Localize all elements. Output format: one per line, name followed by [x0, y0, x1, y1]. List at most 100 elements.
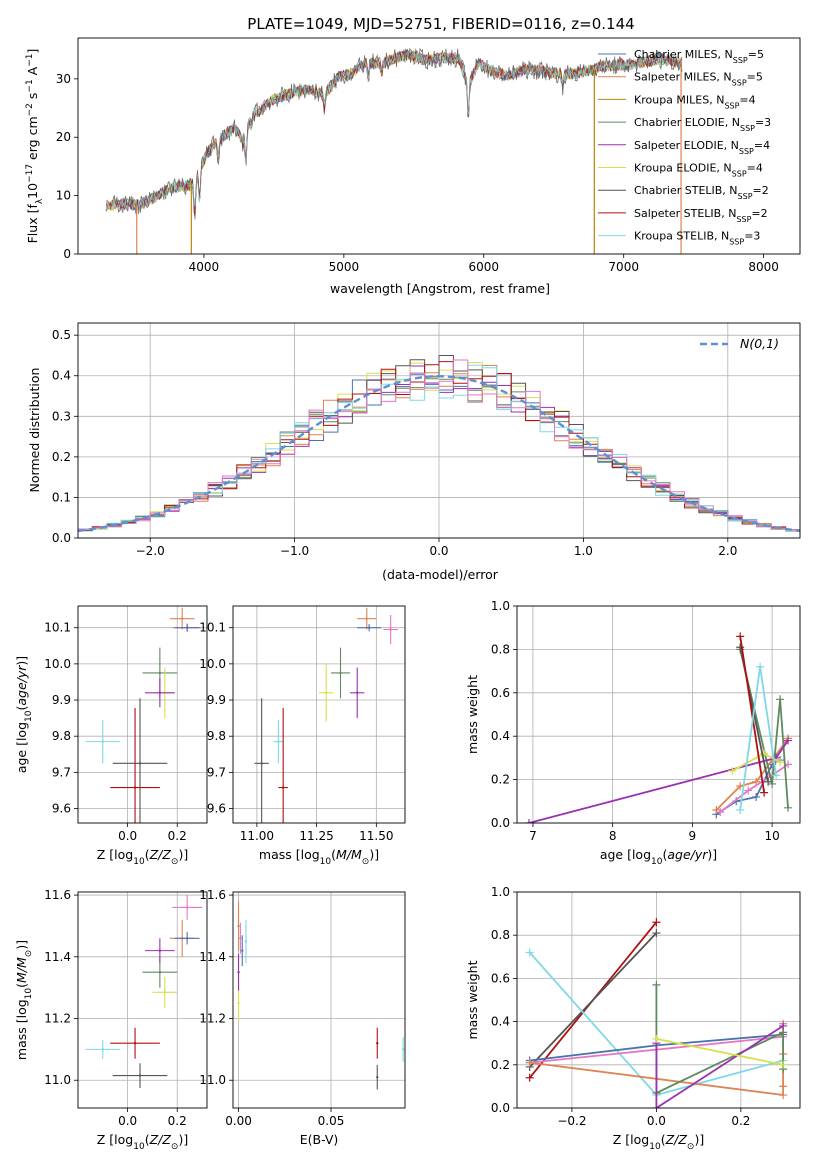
legend-name: Salpeter STELIB, N	[634, 207, 736, 220]
legend-sub: SSP	[733, 56, 748, 65]
y-tick-label: 9.6	[207, 802, 226, 816]
data-point	[133, 786, 137, 789]
data-point	[376, 1042, 379, 1045]
y-tick-label: 9.9	[207, 693, 226, 707]
label-part: ⊙	[171, 857, 179, 867]
y-tick-label: 0.2	[491, 773, 510, 787]
label-part: ⊙	[24, 950, 34, 958]
mass-weight-marker	[776, 695, 785, 704]
x-axis-label: wavelength [Angstrom, rest frame]	[330, 281, 550, 296]
panel-p2: −2.0 −1.0 0.0 1.0 2.0 0.0 0.1 0.2 0.3 0.4 0.5 N(0,1…	[27, 322, 801, 582]
legend-label: Kroupa MILES, NSSP=4	[634, 93, 756, 110]
y-tick-label: 0.4	[52, 369, 71, 383]
data-point	[241, 949, 244, 952]
data-point	[158, 949, 162, 952]
label-part: −2	[25, 103, 35, 116]
x-tick-label: 0.2	[168, 1114, 187, 1128]
y-axis-label: mass weight	[465, 675, 480, 754]
data-point	[389, 628, 392, 631]
legend-name: Salpeter ELODIE, N	[634, 139, 739, 152]
legend-value: =4	[754, 139, 770, 152]
axes-frame	[232, 605, 406, 824]
label-part: Z/Z	[149, 1132, 172, 1147]
y-tick-label: 10.1	[199, 621, 226, 635]
panel-p8: −0.2 0.0 0.2 0.0 0.2 0.4 0.6 0.8 1.0 Z [log10(Z/Z…	[465, 885, 801, 1152]
panel-p7: 0.00 0.05 11.0 11.2 11.4 11.6 E(B-V)	[199, 888, 406, 1147]
label-part: age/yr	[14, 665, 29, 706]
histogram-8	[78, 359, 800, 533]
x-tick-label: 0.0	[429, 544, 448, 558]
label-part: )]	[14, 656, 29, 666]
data-point	[180, 617, 184, 620]
label-part: )]	[14, 940, 29, 950]
data-point	[365, 617, 368, 620]
data-point	[237, 1001, 240, 1005]
y-tick-label: 10	[56, 189, 71, 203]
mass-weight-marker	[776, 758, 785, 767]
y-tick-label: 9.7	[207, 765, 226, 779]
data-point	[237, 924, 240, 928]
legend-label: Chabrier MILES, NSSP=5	[634, 48, 764, 65]
mass-weight-marker	[652, 980, 661, 989]
label-part: ⊙	[362, 857, 370, 867]
label-part: Z [log	[97, 847, 133, 862]
axes-frame	[77, 37, 801, 255]
plot-area-p5	[524, 632, 793, 823]
mass-weight-line-3	[739, 649, 789, 808]
x-tick-label: 11.25	[299, 829, 333, 843]
plot-area-p3	[85, 607, 203, 823]
x-axis-label: (data-model)/error	[382, 567, 499, 582]
legend-normal-label: N(0,1)	[740, 336, 779, 351]
y-tick-label: 10.0	[44, 657, 71, 671]
label-part: ⊙	[171, 1142, 179, 1152]
y-tick-label: 11.0	[199, 1073, 226, 1087]
axes-frame	[516, 891, 801, 1109]
y-tick-label: 10.1	[44, 621, 71, 635]
x-tick-label: 4000	[189, 260, 220, 274]
data-point	[163, 991, 167, 994]
x-tick-label: 5000	[329, 260, 360, 274]
x-axis-label: Z [log10(Z/Z⊙)]	[613, 1132, 704, 1152]
y-tick-label: 0.2	[52, 450, 71, 464]
panel-p1: 4000 5000 6000 7000 8000 0 10 20 30 Chabrier MILE…	[25, 37, 801, 296]
label-part: Flux [f	[25, 204, 40, 244]
x-tick-label: −2.0	[136, 544, 165, 558]
y-tick-label: 11.4	[199, 950, 226, 964]
normal-curve	[78, 374, 800, 533]
mass-weight-marker	[525, 1073, 534, 1082]
y-tick-label: 9.9	[52, 693, 71, 707]
y-tick-label: 0.4	[491, 729, 510, 743]
x-tick-label: 0.05	[318, 1114, 345, 1128]
y-axis-label: Flux [fλ10−17 erg cm−2 s−1 A−1]	[25, 49, 45, 244]
legend-label: Salpeter STELIB, NSSP=2	[634, 207, 768, 224]
label-part: A	[25, 66, 40, 79]
mass-weight-marker	[525, 948, 534, 957]
x-tick-label: −0.2	[557, 1114, 586, 1128]
label-part: 10	[133, 1142, 145, 1152]
label-part: )]	[694, 1132, 704, 1147]
y-tick-label: 11.4	[44, 950, 71, 964]
y-tick-label: 1.0	[491, 885, 510, 899]
mass-weight-marker	[784, 736, 793, 745]
legend-name: Chabrier STELIB, N	[634, 184, 738, 197]
x-tick-label: 0.0	[118, 829, 137, 843]
plot-area-p6	[85, 895, 203, 1088]
mass-weight-marker	[652, 1034, 661, 1043]
label-part: 10	[24, 988, 34, 1000]
y-tick-label: 0.1	[52, 490, 71, 504]
label-part: 10	[320, 857, 332, 867]
legend-sub: SSP	[732, 169, 747, 178]
panel-p6: 0.0 0.211.011.211.411.6Z [log10(Z/Z⊙)]mas…	[14, 888, 208, 1152]
mass-weight-line-2	[719, 763, 789, 813]
legend-value: =5	[747, 71, 763, 84]
legend-value: =2	[753, 184, 769, 197]
label-part: (	[145, 847, 150, 862]
y-tick-label: 11.6	[44, 888, 71, 902]
data-point	[260, 762, 263, 765]
label-part: mass [log	[14, 999, 29, 1060]
y-axis-label: mass weight	[465, 960, 480, 1039]
mass-weight-marker	[779, 1082, 788, 1091]
label-part: age [log	[14, 722, 29, 773]
